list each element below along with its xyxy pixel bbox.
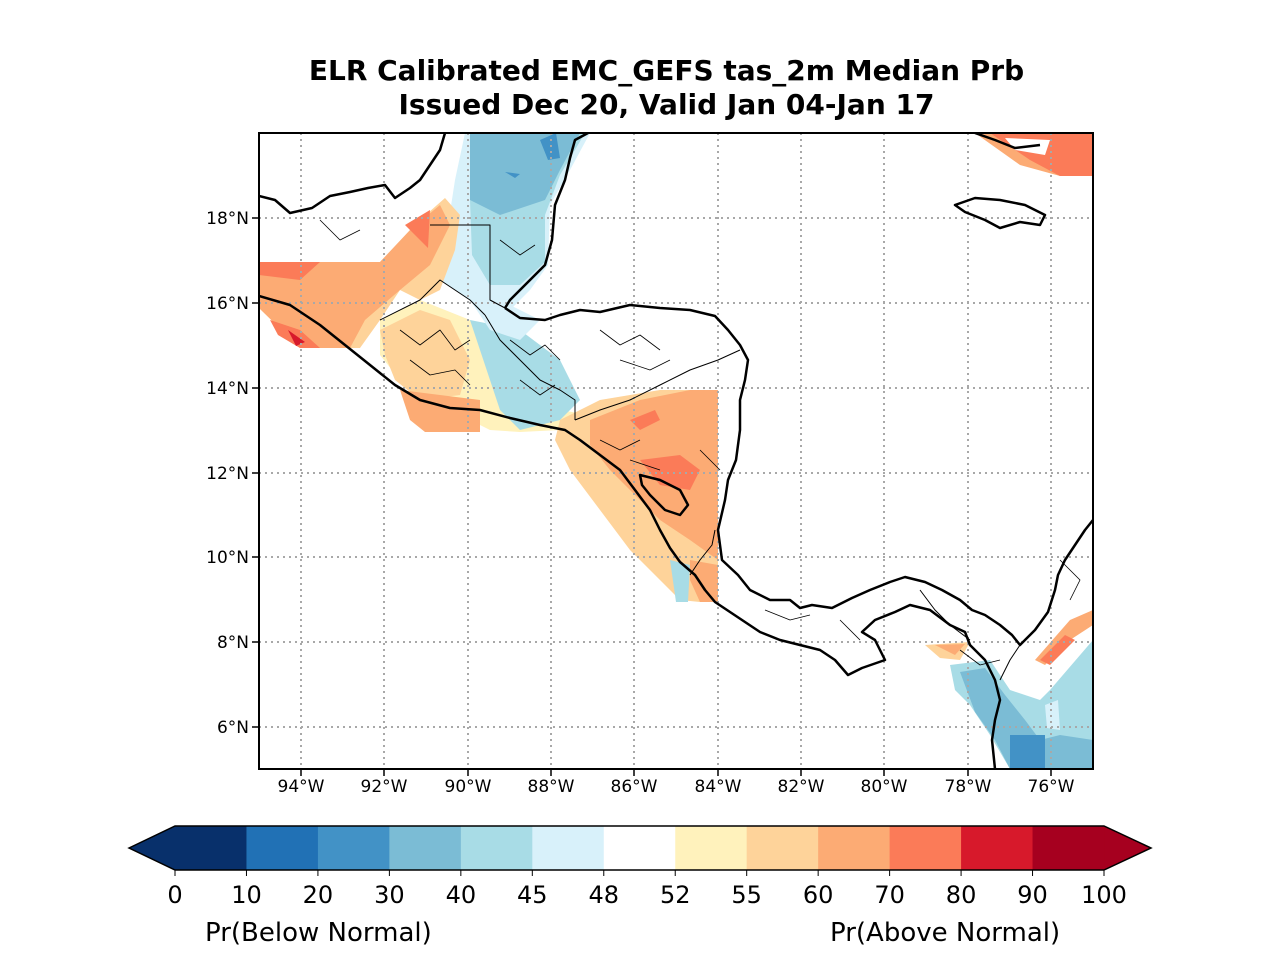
colorbar-segment <box>460 826 533 870</box>
colorbar-tick-label: 48 <box>588 881 619 909</box>
colorbar-tick-label: 0 <box>167 881 182 909</box>
colorbar-tick-label: 10 <box>231 881 262 909</box>
colorbar-extend-high <box>1104 826 1151 870</box>
below-normal-fill <box>1010 735 1045 769</box>
colorbar-segment <box>175 826 248 870</box>
colorbar-tick-label: 60 <box>803 881 834 909</box>
below-normal-fill <box>1045 700 1060 730</box>
colorbar-segment <box>889 826 962 870</box>
colorbar-segment <box>389 826 462 870</box>
lon-label: 80°W <box>861 777 908 797</box>
above-normal-fill <box>259 262 320 280</box>
lon-label: 82°W <box>778 777 825 797</box>
admin-borders <box>319 219 1081 666</box>
above-normal-fill <box>405 210 430 248</box>
country-border <box>379 279 486 321</box>
colorbar-tick-label: 70 <box>874 881 905 909</box>
country-border <box>484 314 576 420</box>
lat-label: 18°N <box>206 209 249 229</box>
coastline-jamaica <box>953 196 1047 230</box>
lon-label: 76°W <box>1028 777 1075 797</box>
coastline-pacific <box>259 294 1002 769</box>
colorbar-segment <box>532 826 605 870</box>
lat-label: 10°N <box>206 548 249 568</box>
colorbar-segment <box>746 826 819 870</box>
above-normal-fill <box>288 330 305 346</box>
below-normal-fill <box>960 668 1093 769</box>
colorbar-tick-label: 55 <box>731 881 762 909</box>
colorbar-segment <box>603 826 676 870</box>
colorbar-tick-label: 30 <box>374 881 405 909</box>
above-normal-fill <box>380 310 470 400</box>
colorbar-tick-label: 100 <box>1081 881 1127 909</box>
above-normal-fill <box>270 320 320 348</box>
lon-label: 88°W <box>528 777 575 797</box>
country-border <box>919 589 971 641</box>
below-normal-fill <box>670 560 690 602</box>
above-normal-fill <box>935 644 965 655</box>
lat-labels: 18°N 16°N 14°N 12°N 10°N 8°N 6°N <box>206 209 249 738</box>
country-border <box>574 349 741 421</box>
coastline-yucatan-east <box>503 133 589 309</box>
colorbar-tick-label: 80 <box>946 881 977 909</box>
colorbar-tick-label: 40 <box>446 881 477 909</box>
colorbar-label-below: Pr(Below Normal) <box>205 918 432 948</box>
colorbar-tick-labels: 0 10 20 30 40 45 48 52 55 60 70 80 90 100 <box>167 870 1127 909</box>
lon-labels: 94°W 92°W 90°W 88°W 86°W 84°W 82°W 80°W … <box>278 777 1075 797</box>
lon-label: 78°W <box>945 777 992 797</box>
colorbar <box>127 825 1153 871</box>
coastline-layer <box>259 133 1093 769</box>
below-normal-fill <box>470 300 540 340</box>
lon-label: 86°W <box>611 777 658 797</box>
colorbar-extend-low <box>129 826 175 870</box>
below-normal-fill <box>470 320 580 430</box>
lat-label: 14°N <box>206 379 249 399</box>
coastline-lake-nicaragua <box>638 473 690 517</box>
lon-label: 84°W <box>695 777 742 797</box>
coastline-mexico-gulf <box>259 133 447 215</box>
map-frame <box>258 132 1094 770</box>
lat-label: 8°N <box>217 633 249 653</box>
above-normal-fill <box>630 410 660 430</box>
lat-label: 16°N <box>206 294 249 314</box>
colorbar-segment <box>246 826 319 870</box>
below-normal-fill <box>505 172 520 178</box>
lat-tick-marks <box>252 217 259 728</box>
colorbar-tick-label: 90 <box>1017 881 1048 909</box>
colorbar-segment <box>961 826 1034 870</box>
map-title-line-1: ELR Calibrated EMC_GEFS tas_2m Median Pr… <box>308 54 1025 87</box>
colorbar-segment <box>818 826 891 870</box>
colorbar-segment <box>317 826 390 870</box>
lon-label: 94°W <box>278 777 325 797</box>
above-normal-fill <box>690 560 718 602</box>
colorbar-segment <box>1032 826 1105 870</box>
colorbar-segment <box>675 826 748 870</box>
lat-label: 6°N <box>217 718 249 738</box>
colorbar-tick-label: 45 <box>517 881 548 909</box>
above-normal-fill <box>1040 635 1075 665</box>
country-border <box>430 224 506 309</box>
lat-label: 12°N <box>206 464 249 484</box>
country-border <box>689 529 716 576</box>
coastline-honduras-north <box>504 303 1093 647</box>
country-border <box>999 644 1021 681</box>
lon-label: 92°W <box>361 777 408 797</box>
map-title-line-2: Issued Dec 20, Valid Jan 04-Jan 17 <box>398 88 935 121</box>
colorbar-tick-label: 52 <box>660 881 691 909</box>
colorbar-label-above: Pr(Above Normal) <box>830 918 1061 948</box>
coastline-cuba <box>974 133 1041 150</box>
lon-tick-marks <box>300 769 1052 776</box>
lon-label: 90°W <box>445 777 492 797</box>
above-normal-fill <box>259 205 450 348</box>
above-normal-fill <box>640 455 700 490</box>
colorbar-tick-label: 20 <box>303 881 334 909</box>
